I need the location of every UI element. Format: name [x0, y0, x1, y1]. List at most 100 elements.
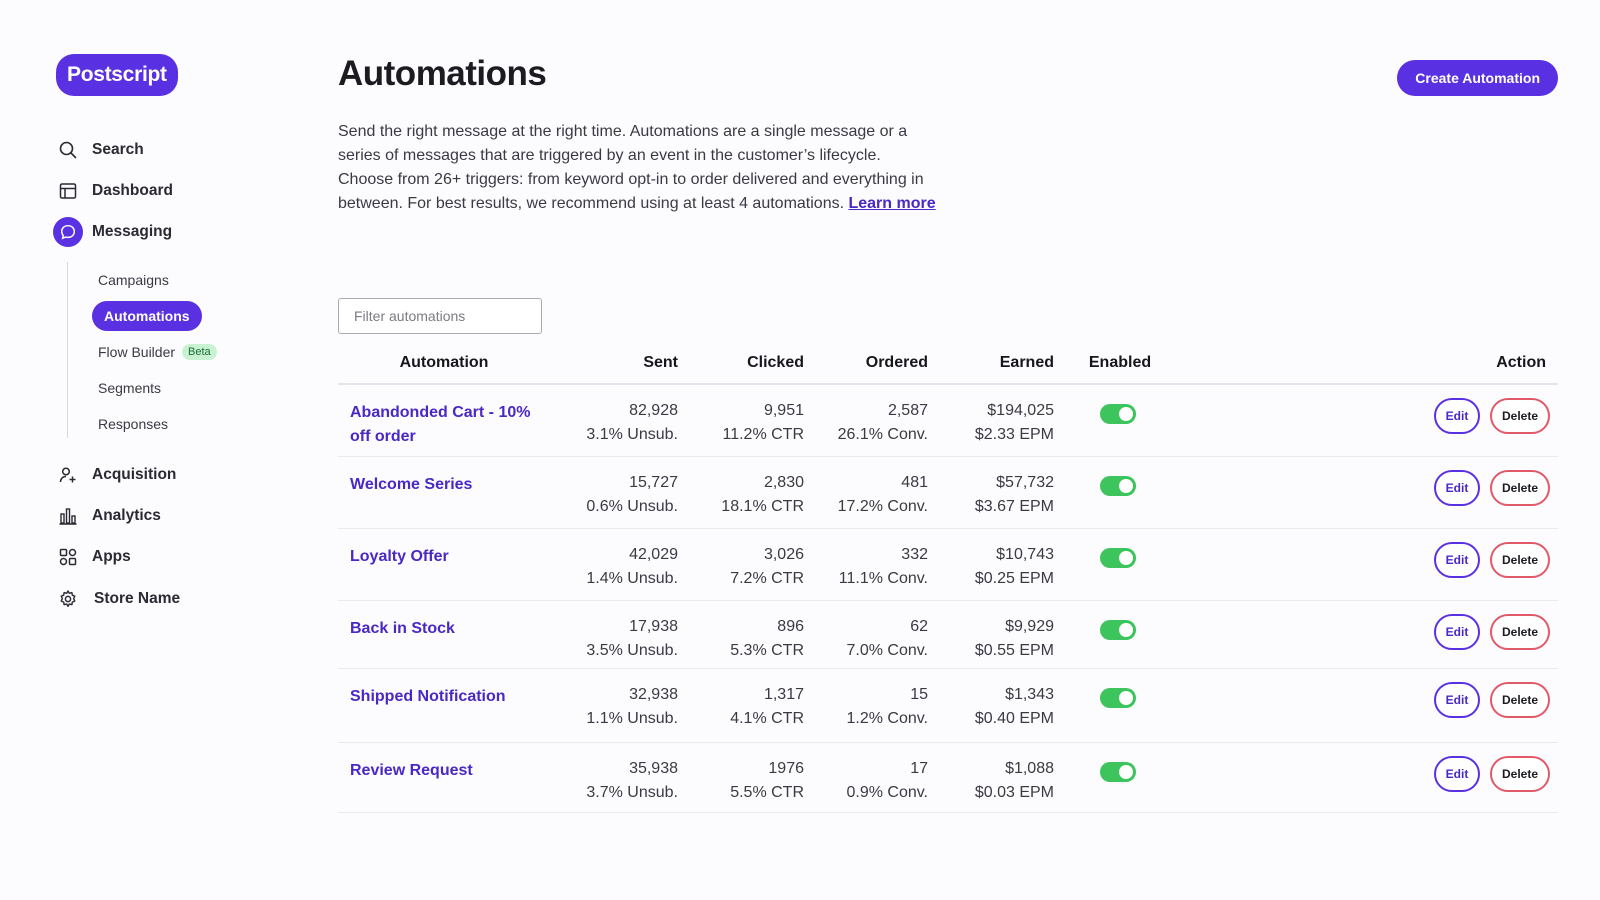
table-header-row: Automation Sent Clicked Ordered Earned E…	[338, 342, 1558, 385]
sent-count: 35,938	[629, 759, 678, 777]
enabled-toggle[interactable]	[1100, 687, 1136, 708]
earned-amount: $194,025	[987, 402, 1054, 419]
automation-name-link[interactable]: Shipped Notification	[350, 687, 506, 705]
action-cell: Edit Delete	[1186, 668, 1558, 743]
delete-button[interactable]: Delete	[1490, 681, 1550, 718]
table-row: Abandonded Cart - 10% off order 82,928 3.1…	[338, 384, 1558, 457]
table-body: Abandonded Cart - 10% off order 82,928 3.1…	[338, 384, 1558, 813]
clicked-cell: 9,951 11.2% CTR	[678, 384, 804, 457]
header-ordered[interactable]: Ordered	[804, 342, 928, 385]
enabled-toggle[interactable]	[1100, 619, 1136, 640]
earned-amount: $1,088	[1005, 759, 1054, 777]
nav-messaging[interactable]: Messaging	[53, 216, 276, 248]
edit-button[interactable]: Edit	[1434, 469, 1480, 506]
epm-value: $3.67 EPM	[974, 497, 1054, 515]
enabled-toggle[interactable]	[1100, 404, 1136, 424]
ordered-cell: 17 0.9% Conv.	[804, 742, 928, 813]
automation-name-cell: Review Request	[338, 742, 550, 813]
enabled-toggle[interactable]	[1100, 761, 1136, 782]
nav-label-acquisition: Acquisition	[92, 466, 177, 483]
main-content: Automations Create Automation Send the r…	[338, 0, 1558, 900]
learn-more-link[interactable]: Learn more	[848, 195, 936, 212]
chat-bubble-icon	[53, 217, 83, 247]
automation-name-link[interactable]: Back in Stock	[350, 619, 455, 637]
beta-badge: Beta	[182, 344, 217, 360]
automation-name-link[interactable]: Abandonded Cart - 10% off order	[350, 404, 531, 445]
delete-button[interactable]: Delete	[1490, 613, 1550, 650]
automation-name-cell: Shipped Notification	[338, 668, 550, 743]
create-automation-button[interactable]: Create Automation	[1397, 60, 1558, 96]
sent-cell: 42,029 1.4% Unsub.	[550, 528, 678, 601]
enabled-cell	[1054, 384, 1186, 457]
edit-button[interactable]: Edit	[1434, 681, 1480, 718]
earned-cell: $194,025 $2.33 EPM	[928, 384, 1054, 457]
header-enabled[interactable]: Enabled	[1054, 342, 1186, 385]
nav-apps[interactable]: Apps	[56, 541, 276, 573]
enabled-toggle[interactable]	[1100, 547, 1136, 568]
ordered-count: 332	[901, 545, 928, 563]
nav-acquisition[interactable]: Acquisition	[56, 459, 276, 491]
subnav-flow-builder[interactable]: Flow Builder Beta	[98, 341, 217, 363]
subnav-label-flow-builder: Flow Builder	[98, 344, 176, 360]
header-sent[interactable]: Sent	[550, 342, 678, 385]
sent-cell: 15,727 0.6% Unsub.	[550, 456, 678, 529]
edit-button[interactable]: Edit	[1434, 755, 1480, 792]
conversion-rate: 17.2% Conv.	[837, 497, 928, 515]
sent-count: 32,938	[629, 685, 678, 703]
table-row: Back in Stock 17,938 3.5% Unsub. 896 5.3% CT…	[338, 600, 1558, 669]
action-cell: Edit Delete	[1186, 742, 1558, 813]
nav-label-search: Search	[92, 141, 144, 158]
earned-cell: $57,732 $3.67 EPM	[928, 456, 1054, 529]
delete-button[interactable]: Delete	[1490, 755, 1550, 792]
clicked-cell: 896 5.3% CTR	[678, 600, 804, 669]
epm-value: $0.55 EPM	[974, 641, 1054, 659]
earned-amount: $9,929	[1005, 617, 1054, 635]
nav-dashboard[interactable]: Dashboard	[56, 175, 276, 207]
delete-button[interactable]: Delete	[1490, 398, 1550, 434]
header-clicked[interactable]: Clicked	[678, 342, 804, 385]
ordered-count: 481	[901, 473, 928, 491]
ordered-cell: 2,587 26.1% Conv.	[804, 384, 928, 457]
epm-value: $0.40 EPM	[974, 709, 1054, 727]
page-description: Send the right message at the right time…	[338, 120, 938, 216]
automation-name-cell: Loyalty Offer	[338, 528, 550, 601]
ordered-count: 17	[910, 759, 928, 777]
header-action: Action	[1186, 342, 1558, 385]
page-title: Automations	[338, 54, 547, 93]
automation-name-cell: Welcome Series	[338, 456, 550, 529]
nav-search[interactable]: Search	[56, 134, 276, 166]
nav-analytics[interactable]: Analytics	[56, 500, 276, 532]
automation-name-link[interactable]: Loyalty Offer	[350, 547, 449, 565]
subnav-automations[interactable]: Automations	[92, 301, 202, 331]
sent-count: 15,727	[629, 473, 678, 491]
filter-automations-input[interactable]	[338, 298, 542, 334]
ordered-count: 15	[910, 685, 928, 703]
automation-name-link[interactable]: Review Request	[350, 761, 473, 779]
postscript-logo[interactable]: Postscript	[56, 54, 178, 96]
unsub-rate: 1.4% Unsub.	[586, 569, 678, 587]
clicked-cell: 1,317 4.1% CTR	[678, 668, 804, 743]
ctr-rate: 4.1% CTR	[730, 709, 804, 727]
sent-count: 17,938	[629, 617, 678, 635]
unsub-rate: 3.7% Unsub.	[586, 783, 678, 801]
automation-name-link[interactable]: Welcome Series	[350, 475, 473, 493]
ordered-count: 62	[910, 617, 928, 635]
subnav-segments[interactable]: Segments	[98, 380, 162, 396]
header-earned[interactable]: Earned	[928, 342, 1054, 385]
edit-button[interactable]: Edit	[1434, 613, 1480, 650]
edit-button[interactable]: Edit	[1434, 541, 1480, 578]
subnav-campaigns[interactable]: Campaigns	[98, 272, 169, 288]
subnav-responses[interactable]: Responses	[98, 416, 169, 432]
conversion-rate: 7.0% Conv.	[846, 641, 928, 659]
clicked-count: 1976	[768, 759, 804, 777]
table-row: Review Request 35,938 3.7% Unsub. 1976 5.5% …	[338, 742, 1558, 813]
delete-button[interactable]: Delete	[1490, 541, 1550, 578]
edit-button[interactable]: Edit	[1434, 398, 1480, 434]
header-automation[interactable]: Automation	[338, 342, 550, 385]
enabled-toggle[interactable]	[1100, 475, 1136, 496]
enabled-cell	[1054, 668, 1186, 743]
nav-store-settings[interactable]: Store Name	[56, 583, 276, 615]
ctr-rate: 11.2% CTR	[722, 426, 804, 443]
delete-button[interactable]: Delete	[1490, 469, 1550, 506]
unsub-rate: 1.1% Unsub.	[586, 709, 678, 727]
